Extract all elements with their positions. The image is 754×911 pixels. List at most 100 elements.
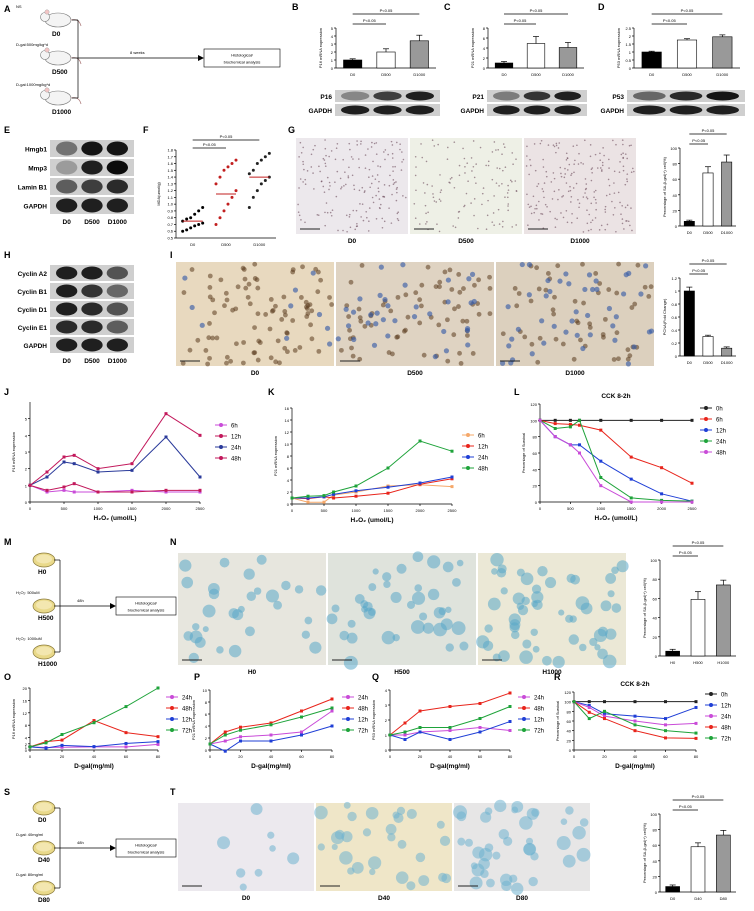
stained-cell [623,272,629,278]
treatment-label: NS [16,4,22,9]
stained-cell [625,356,631,362]
y-tick-label: 40 [653,859,658,864]
series-point [45,490,49,494]
series-point [45,470,49,474]
stained-cell [555,142,558,145]
stained-cell [507,184,509,187]
data-point [197,209,201,213]
stained-cell [537,335,543,341]
series-point [124,741,128,745]
stained-cell [355,225,358,228]
series-point [694,731,698,735]
stained-cell [515,190,518,192]
stained-cell [438,198,441,201]
stained-cell [588,213,591,216]
series-line [29,687,159,748]
stained-cell [368,220,370,223]
stained-cell [356,140,358,142]
blot-band [55,266,78,280]
stained-cell [348,142,351,145]
y-tick-label: 8 [25,723,28,728]
stained-cell [618,171,621,173]
stained-cell [627,220,630,223]
stained-cell [611,566,619,575]
stained-cell [388,308,394,314]
stained-cell [600,600,612,612]
stained-cell [557,278,563,284]
stained-cell [378,264,384,270]
y-tick-label: 100 [530,418,537,423]
arrow-label: 8 weeks [130,50,145,55]
stained-cell [580,345,586,352]
blot-label: Hmgb1 [25,147,47,154]
stained-cell [371,196,374,199]
series-point [587,704,591,708]
stained-cell [339,851,353,865]
legend-label: 48h [231,457,241,463]
series-point [578,443,582,447]
stained-cell [394,165,396,168]
legend-label: 12h [478,445,488,451]
series-point [300,733,303,737]
blot-band [81,302,103,316]
series-point [130,462,134,466]
series-point [629,455,633,459]
stained-cell [383,184,386,186]
series-point [164,490,168,494]
stained-cell [345,183,347,186]
stained-cell [602,316,608,322]
stained-cell [547,288,553,295]
stained-cell [370,146,373,148]
series-point [60,745,64,749]
legend-marker [709,692,713,696]
stained-cell [442,561,454,573]
series-line [539,419,692,503]
series-point [450,475,454,479]
stained-cell [582,286,588,293]
stained-cell [587,325,593,330]
data-point [247,206,251,210]
x-tick-label: D1000 [716,72,729,77]
treatment-label: D-gal: 40mg/ml [16,832,43,837]
stained-cell [199,322,205,328]
stained-cell [522,639,532,649]
stained-cell [574,159,576,162]
y-tick-label: 4 [287,478,290,483]
stained-cell [554,217,556,220]
stained-cell [396,186,398,189]
stained-cell [357,356,363,362]
blot-lane-label: D500 [84,358,100,365]
y-tick-label: 4 [483,46,486,51]
blot-label: GAPDH [24,204,48,211]
stained-cell [425,160,428,163]
x-axis-label: D-gal(mg/ml) [74,763,114,770]
series-point [330,724,334,728]
stained-cell [626,220,628,222]
treatment-label: D-gal:500mg/kg*d [16,42,48,47]
series-point [553,427,557,430]
stained-cell [223,290,229,296]
stained-cell [570,172,573,175]
sig-label: P<0.05 [663,18,677,23]
stained-cell [553,145,556,148]
stained-cell [509,619,521,631]
stained-cell [480,869,489,879]
stained-cell [393,812,404,824]
stained-cell [384,149,387,151]
y-tick-label: 0 [205,748,208,753]
y-axis-label: Percentage of SA-β-gal(+) cell(%) [642,577,647,638]
y-axis-label: P21 mRNA expression [191,700,196,740]
stained-cell [495,149,497,151]
stained-cell [368,176,370,178]
stained-cell [515,158,517,160]
stained-cell [614,330,620,336]
series-point [386,466,390,470]
stained-cell [498,650,510,662]
stained-cell [479,146,482,149]
stained-cell [252,276,258,281]
y-tick-label: 2.5 [625,26,631,31]
stained-cell [415,166,417,168]
stained-cell [347,811,357,822]
stained-cell [252,325,257,330]
